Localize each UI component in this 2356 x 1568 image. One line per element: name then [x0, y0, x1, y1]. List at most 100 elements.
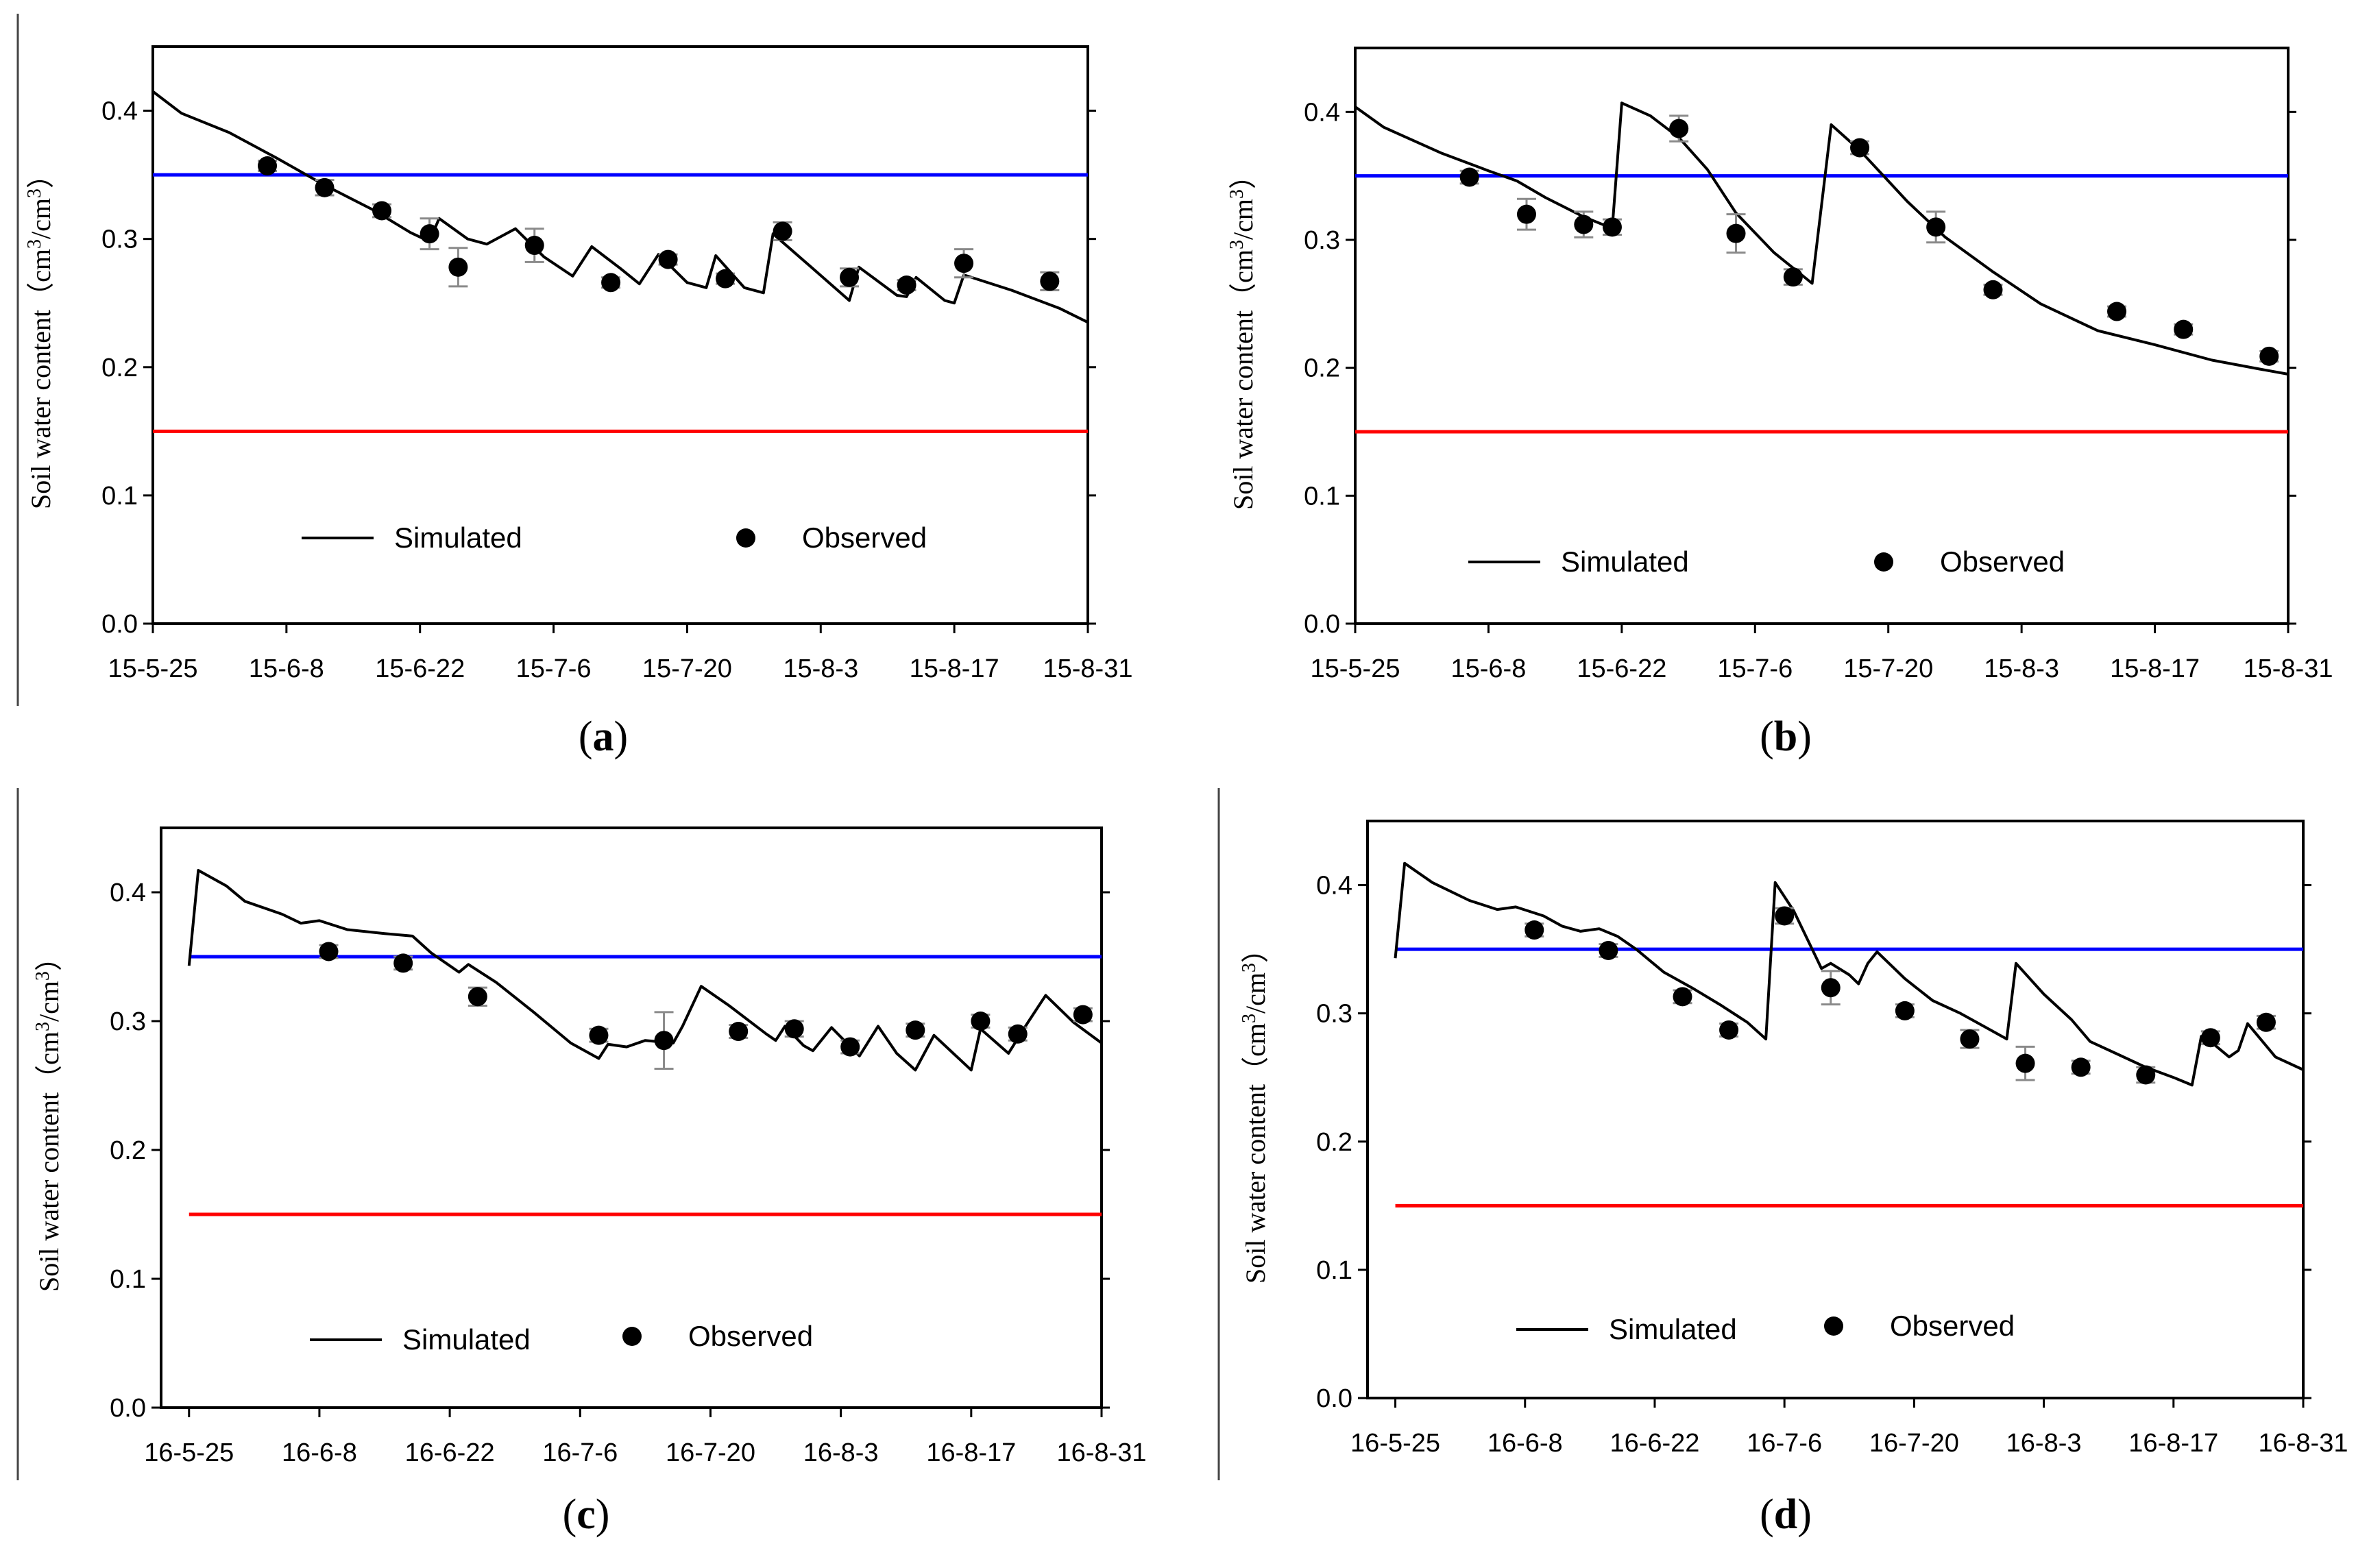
x-tick-label: 16-8-31 [2259, 1429, 2348, 1458]
chart-panel-d: 0.0 0.1 0.2 0.3 0.4 16-5-25 16-6-8 16-6-22 16-7-… [1239, 820, 2348, 1538]
observed-point [524, 236, 544, 256]
x-tick-label: 16-8-3 [803, 1438, 879, 1467]
y-tick-label: 0.2 [1316, 1128, 1352, 1157]
y-axis-label: Soil water content（cm3/cm3） [1239, 935, 1271, 1284]
observed-point [372, 201, 392, 221]
observed-point [971, 1012, 991, 1031]
chart-panel-b: 0.0 0.1 0.2 0.3 0.4 15-5-25 15-6-8 15-6-22 15-7-… [1226, 47, 2333, 760]
x-tick-label: 16-8-3 [2006, 1429, 2082, 1458]
y-tick-label: 0.1 [101, 482, 138, 511]
x-tick-label: 15-5-25 [108, 654, 198, 683]
y-tick-label: 0.3 [101, 225, 138, 254]
x-tick-label: 15-7-6 [1717, 654, 1793, 683]
observed-point [1895, 1001, 1915, 1020]
observed-point [448, 257, 468, 277]
observed-point [1983, 280, 2003, 299]
panel-label-letter: a [593, 713, 614, 760]
x-tick-label: 16-8-31 [1057, 1438, 1147, 1467]
y-tick-label: 0.0 [1304, 610, 1340, 639]
observed-point [1960, 1029, 1980, 1049]
y-tick-label: 0.0 [110, 1394, 146, 1423]
y-axis-label-superscript: 3 [1239, 1014, 1260, 1023]
x-tick-label: 16-6-22 [1610, 1429, 1699, 1458]
observed-point [1602, 217, 1622, 237]
y-tick-label: 0.1 [1304, 482, 1340, 511]
observed-point [1850, 138, 1870, 158]
x-tick-label: 16-7-6 [1747, 1429, 1822, 1458]
observed-point [2107, 302, 2127, 321]
observed-point [1073, 1005, 1093, 1025]
observed-point [840, 267, 860, 287]
y-axis-label-superscript: 3 [1239, 963, 1260, 972]
y-axis-label-superscript: 3 [32, 971, 53, 981]
panel-label-paren: ) [1797, 713, 1812, 760]
x-tick-label: 16-5-25 [144, 1438, 234, 1467]
x-tick-label: 15-8-3 [1984, 654, 2059, 683]
panel-label-letter: d [1774, 1491, 1797, 1538]
panel-label: (b) [1760, 713, 1812, 760]
legend-observed-label: Observed [1890, 1310, 2015, 1342]
panel-label-paren: ) [614, 713, 629, 760]
y-tick-label: 0.4 [101, 97, 138, 126]
observed-point [1926, 217, 1946, 237]
panel-label: (c) [563, 1491, 610, 1538]
plot-frame [1354, 47, 2290, 625]
y-axis-label-part: Soil water content（cm [1240, 1023, 1271, 1284]
observed-point [1821, 978, 1841, 998]
observed-point [1008, 1024, 1028, 1044]
observed-point [1525, 920, 1544, 940]
panel-label-paren: ( [1760, 1491, 1774, 1538]
panel-label-letter: c [576, 1491, 596, 1538]
observed-point [1459, 167, 1479, 187]
y-tick-label: 0.2 [110, 1136, 146, 1165]
y-tick-label: 0.0 [1316, 1384, 1352, 1413]
y-axis-label: Soil water content（cm3/cm3） [32, 944, 64, 1292]
observed-point [1669, 119, 1689, 138]
x-tick-label: 15-8-31 [2244, 654, 2333, 683]
panel-label: (a) [579, 713, 628, 760]
observed-point [1574, 215, 1594, 234]
y-tick-label: 0.3 [1304, 226, 1340, 255]
simulated-series-line [187, 869, 1103, 1072]
observed-point [2174, 319, 2194, 339]
x-tick-label: 15-6-22 [375, 654, 465, 683]
y-axis-label-part: /cm [34, 981, 64, 1022]
plot-frame [160, 826, 1103, 1409]
y-tick-label: 0.2 [1304, 354, 1340, 383]
legend-observed-label: Observed [802, 522, 927, 554]
observed-point [315, 177, 335, 197]
x-tick-label: 15-8-31 [1043, 654, 1133, 683]
observed-point [1719, 1020, 1739, 1040]
x-tick-label: 16-7-20 [666, 1438, 755, 1467]
observed-point [319, 942, 339, 961]
observed-point [2015, 1053, 2035, 1073]
observed-point [729, 1022, 749, 1042]
legend-observed-marker [736, 528, 755, 548]
simulated-series-line [1354, 101, 2289, 376]
x-tick-label: 16-5-25 [1350, 1429, 1440, 1458]
y-tick-label: 0.3 [1316, 1000, 1352, 1029]
observed-point [1599, 940, 1618, 960]
legend-observed-label: Observed [688, 1320, 813, 1352]
observed-point [773, 221, 792, 241]
y-axis-label: Soil water content（cm3/cm3） [24, 161, 56, 509]
x-tick-label: 16-6-8 [1487, 1429, 1563, 1458]
x-tick-label: 15-7-20 [1843, 654, 1933, 683]
panel-label-paren: ( [563, 1491, 577, 1538]
x-tick-label: 16-6-8 [282, 1438, 357, 1467]
y-tick-label: 0.3 [110, 1007, 146, 1036]
simulated-series-line [1394, 861, 2304, 1087]
observed-point [1516, 204, 1536, 224]
observed-point [1040, 271, 1060, 291]
y-axis-label-part: ） [34, 944, 64, 971]
panel-label-paren: ( [1760, 713, 1774, 760]
simulated-series-line [151, 90, 1089, 324]
y-axis-label-part: /cm [25, 198, 56, 239]
y-axis-label-superscript: 3 [32, 1022, 53, 1031]
observed-point [716, 269, 736, 289]
observed-point [1775, 906, 1795, 926]
x-tick-label: 16-7-6 [542, 1438, 618, 1467]
y-tick-label: 0.1 [110, 1265, 146, 1294]
y-axis-label-part: ） [1228, 162, 1259, 189]
